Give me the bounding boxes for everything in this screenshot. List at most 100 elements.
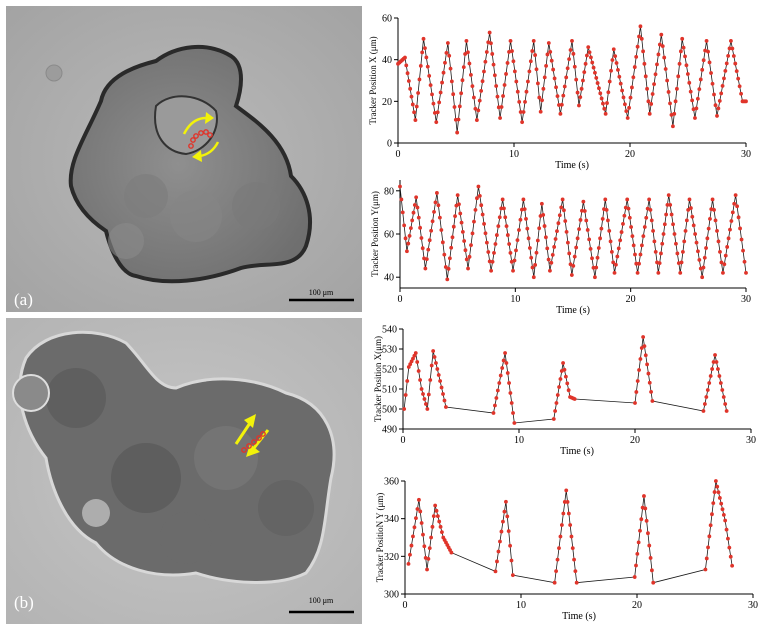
- data-point: [477, 193, 482, 198]
- data-point: [744, 270, 748, 275]
- data-point: [409, 359, 414, 364]
- data-point: [635, 270, 640, 275]
- data-point: [415, 507, 420, 511]
- data-point: [616, 246, 621, 251]
- data-point: [701, 409, 706, 413]
- data-point: [475, 196, 479, 201]
- data-point: [724, 61, 729, 66]
- data-point: [633, 401, 637, 405]
- data-point: [578, 218, 583, 222]
- data-point: [499, 206, 504, 211]
- series-line: [408, 480, 733, 584]
- data-point: [525, 226, 530, 231]
- data-point: [507, 381, 511, 385]
- data-point: [562, 84, 567, 89]
- data-point: [467, 61, 472, 66]
- data-point: [420, 246, 425, 251]
- data-point: [580, 208, 584, 213]
- data-point: [501, 94, 505, 98]
- data-point: [469, 72, 473, 77]
- data-point: [628, 95, 633, 100]
- y-tick-label: 500: [382, 405, 397, 416]
- data-point: [553, 409, 558, 413]
- data-point: [558, 534, 563, 539]
- data-point: [676, 74, 681, 79]
- data-point: [408, 362, 413, 367]
- data-point: [399, 197, 404, 202]
- data-point: [562, 367, 567, 372]
- data-point: [494, 233, 499, 237]
- data-point: [651, 229, 655, 233]
- data-point: [453, 214, 457, 219]
- data-point: [427, 546, 432, 551]
- data-point: [710, 197, 715, 202]
- data-point: [593, 70, 597, 75]
- data-point: [428, 83, 433, 88]
- data-point: [490, 52, 495, 56]
- data-point: [431, 349, 436, 353]
- data-point: [570, 39, 574, 43]
- data-point: [656, 270, 661, 275]
- data-point: [508, 39, 513, 43]
- data-point: [443, 265, 448, 269]
- data-point: [434, 120, 439, 125]
- data-point: [541, 86, 546, 91]
- data-point: [502, 83, 507, 87]
- data-point: [435, 367, 440, 371]
- data-point: [663, 67, 668, 71]
- data-point: [617, 74, 622, 79]
- data-point: [429, 535, 433, 540]
- micrograph-b-image: (b) 100 μm: [6, 318, 362, 624]
- data-point: [720, 507, 725, 512]
- data-point: [412, 353, 417, 358]
- data-point: [577, 227, 581, 232]
- data-point: [598, 236, 603, 241]
- data-point: [587, 50, 592, 55]
- data-point: [597, 86, 601, 91]
- data-point: [424, 257, 429, 262]
- data-point: [595, 81, 600, 85]
- data-point: [716, 106, 721, 111]
- data-point: [636, 540, 641, 545]
- data-point: [565, 66, 570, 71]
- data-point: [586, 45, 591, 50]
- data-point: [651, 580, 656, 585]
- data-point: [451, 224, 456, 229]
- data-point: [405, 379, 410, 383]
- data-point: [494, 84, 499, 88]
- data-point: [408, 552, 412, 557]
- data-point: [440, 530, 444, 535]
- data-point: [688, 206, 693, 210]
- data-point: [685, 72, 690, 76]
- data-point: [640, 243, 644, 248]
- data-point: [548, 268, 552, 273]
- data-point: [652, 82, 656, 87]
- data-point: [505, 233, 510, 237]
- data-point: [627, 215, 632, 220]
- data-point: [721, 395, 726, 399]
- data-point: [459, 91, 464, 96]
- data-point: [697, 87, 702, 91]
- data-point: [563, 219, 568, 223]
- data-point: [458, 211, 463, 216]
- data-point: [568, 48, 573, 52]
- data-point: [426, 556, 431, 561]
- data-point: [423, 266, 428, 271]
- data-point: [616, 67, 620, 72]
- data-point: [409, 543, 414, 548]
- data-point: [561, 511, 566, 516]
- data-point: [555, 94, 560, 99]
- data-point: [590, 60, 595, 65]
- data-point: [695, 96, 700, 101]
- data-point: [703, 48, 708, 53]
- data-point: [705, 388, 710, 392]
- data-point: [431, 514, 436, 519]
- data-point: [534, 250, 539, 255]
- data-point: [504, 72, 508, 76]
- data-point: [742, 259, 747, 264]
- data-point: [708, 216, 712, 221]
- data-point: [571, 263, 576, 268]
- data-point: [637, 368, 641, 372]
- data-point: [492, 251, 496, 255]
- data-point: [499, 529, 504, 534]
